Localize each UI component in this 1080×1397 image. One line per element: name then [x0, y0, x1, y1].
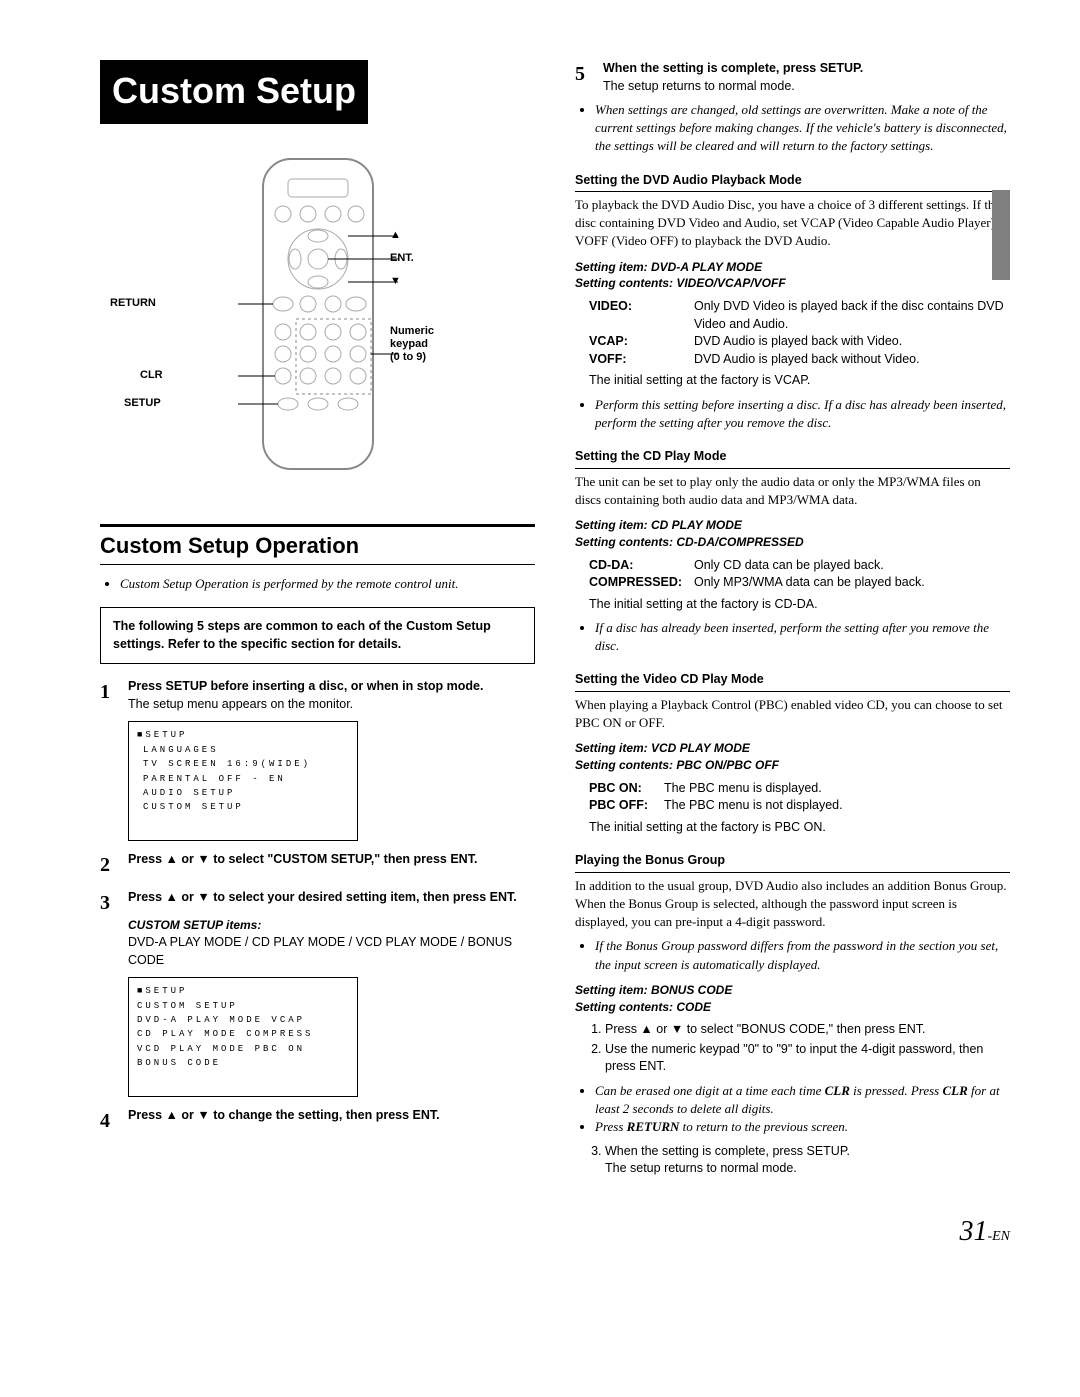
vcd-para: When playing a Playback Control (PBC) en… [575, 696, 1010, 732]
label-clr: CLR [140, 368, 163, 383]
bonus-para: In addition to the usual group, DVD Audi… [575, 877, 1010, 932]
remote-icon [238, 154, 398, 474]
label-keypad3: (0 to 9) [390, 350, 426, 365]
note-box: The following 5 steps are common to each… [100, 607, 535, 664]
label-ent: ENT. [390, 251, 414, 266]
bonus-bullet3: Press RETURN to return to the previous s… [595, 1118, 1010, 1136]
label-setup: SETUP [124, 396, 161, 411]
setup-menu-2: ■SETUP CUSTOM SETUP DVD-A PLAY MODE VCAP… [128, 977, 358, 1097]
step-5: 5 When the setting is complete, press SE… [575, 60, 1010, 95]
bonus-head: Playing the Bonus Group [575, 852, 1010, 873]
intro-bullet: Custom Setup Operation is performed by t… [120, 575, 535, 593]
step-number: 2 [100, 851, 118, 879]
page-title: Custom Setup [100, 60, 368, 124]
label-down: ▼ [390, 274, 401, 289]
right-column: 5 When the setting is complete, press SE… [575, 60, 1010, 1182]
setting-contents: Setting contents: CODE [575, 999, 1010, 1016]
dvd-bullet: Perform this setting before inserting a … [595, 396, 1010, 432]
cd-bullet: If a disc has already been inserted, per… [595, 619, 1010, 655]
side-tab [992, 190, 1010, 280]
left-column: Custom Setup [100, 60, 535, 1182]
bonus-step2: Use the numeric keypad "0" to "9" to inp… [605, 1041, 1010, 1076]
dvd-defs: VIDEO:Only DVD Video is played back if t… [589, 298, 1010, 368]
subitems-text: DVD-A PLAY MODE / CD PLAY MODE / VCD PLA… [128, 934, 535, 969]
setting-item: Setting item: CD PLAY MODE [575, 517, 1010, 534]
vcd-defs: PBC ON:The PBC menu is displayed. PBC OF… [589, 780, 1010, 815]
bonus-step3: When the setting is complete, press SETU… [605, 1143, 1010, 1178]
setting-item: Setting item: DVD-A PLAY MODE [575, 259, 1010, 276]
dvd-initial: The initial setting at the factory is VC… [589, 372, 1010, 390]
setting-item: Setting item: BONUS CODE [575, 982, 1010, 999]
remote-diagram: RETURN CLR SETUP ▲ ENT. ▼ Numeric keypad… [100, 154, 535, 494]
step-4: 4 Press ▲ or ▼ to change the setting, th… [100, 1107, 535, 1135]
section-title: Custom Setup Operation [100, 531, 535, 562]
subitems-label: CUSTOM SETUP items: [128, 917, 535, 934]
label-return: RETURN [110, 296, 156, 311]
step-number: 3 [100, 889, 118, 917]
step-number: 5 [575, 60, 593, 95]
setting-contents: Setting contents: VIDEO/VCAP/VOFF [575, 275, 1010, 292]
step-3: 3 Press ▲ or ▼ to select your desired se… [100, 889, 535, 917]
setting-contents: Setting contents: PBC ON/PBC OFF [575, 757, 1010, 774]
page-number: 31-EN [100, 1212, 1010, 1251]
step-follow: The setup menu appears on the monitor. [128, 697, 353, 711]
cd-defs: CD-DA:Only CD data can be played back. C… [589, 557, 1010, 592]
divider [100, 564, 535, 565]
vcd-head: Setting the Video CD Play Mode [575, 671, 1010, 692]
step-number: 1 [100, 678, 118, 713]
vcd-initial: The initial setting at the factory is PB… [589, 819, 1010, 837]
setup-menu-1: ■SETUP LANGUAGES TV SCREEN 16:9(WIDE) PA… [128, 721, 358, 841]
label-up: ▲ [390, 228, 401, 243]
dvd-audio-head: Setting the DVD Audio Playback Mode [575, 172, 1010, 193]
divider [100, 524, 535, 527]
step-text: Press SETUP before inserting a disc, or … [128, 679, 483, 693]
step-number: 4 [100, 1107, 118, 1135]
cd-para: The unit can be set to play only the aud… [575, 473, 1010, 509]
cd-head: Setting the CD Play Mode [575, 448, 1010, 469]
bonus-steps: Press ▲ or ▼ to select "BONUS CODE," the… [605, 1021, 1010, 1076]
bonus-step1: Press ▲ or ▼ to select "BONUS CODE," the… [605, 1021, 1010, 1039]
step5-bullet: When settings are changed, old settings … [595, 101, 1010, 156]
dvd-audio-para: To playback the DVD Audio Disc, you have… [575, 196, 1010, 251]
bonus-steps-cont: When the setting is complete, press SETU… [605, 1143, 1010, 1178]
setting-contents: Setting contents: CD-DA/COMPRESSED [575, 534, 1010, 551]
step-1: 1 Press SETUP before inserting a disc, o… [100, 678, 535, 713]
cd-initial: The initial setting at the factory is CD… [589, 596, 1010, 614]
bonus-bullet2: Can be erased one digit at a time each t… [595, 1082, 1010, 1118]
bonus-bullet1: If the Bonus Group password differs from… [595, 937, 1010, 973]
setting-item: Setting item: VCD PLAY MODE [575, 740, 1010, 757]
step-2: 2 Press ▲ or ▼ to select "CUSTOM SETUP,"… [100, 851, 535, 879]
